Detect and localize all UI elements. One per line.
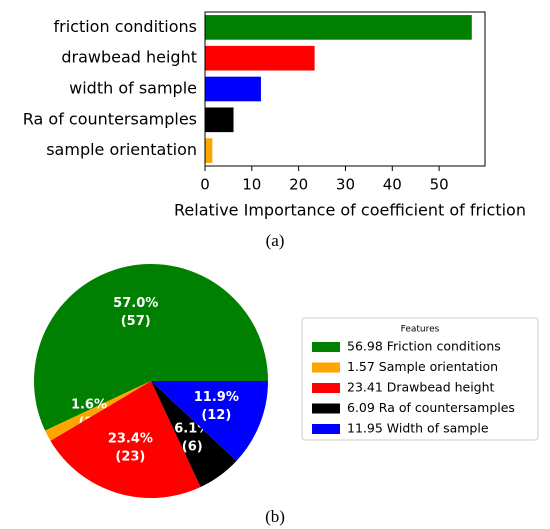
- data-label: 1.6%: [71, 397, 107, 412]
- pie-slice: [33, 264, 269, 431]
- x-axis-label: Relative Importance of coefficient of fr…: [174, 201, 526, 220]
- y-tick-label: Ra of countersamples: [23, 109, 197, 128]
- legend-label: 6.09 Ra of countersamples: [347, 400, 515, 415]
- y-tick-label: width of sample: [69, 79, 197, 98]
- pie-slice: [151, 381, 268, 461]
- data-label: (6): [182, 439, 203, 454]
- bar: [205, 138, 213, 163]
- legend-box: [301, 317, 539, 441]
- legend-label: 1.57 Sample orientation: [347, 359, 498, 374]
- x-tick-label: 50: [430, 176, 449, 194]
- bar: [205, 15, 472, 40]
- legend-swatch: [312, 342, 340, 352]
- data-label: (12): [201, 408, 231, 423]
- data-label: (23): [115, 450, 145, 465]
- x-tick-label: 30: [336, 176, 355, 194]
- data-label: 11.9%: [194, 390, 239, 405]
- legend-label: 11.95 Width of sample: [347, 421, 489, 436]
- legend-label: 23.41 Drawbead height: [347, 380, 495, 395]
- x-tick-label: 10: [242, 176, 261, 194]
- legend-swatch: [312, 362, 340, 373]
- plot-frame: [204, 11, 486, 167]
- y-tick-label: drawbead height: [61, 48, 197, 67]
- pie-slice: [50, 381, 201, 498]
- legend-swatch: [312, 383, 340, 393]
- pie-slice: [45, 381, 151, 441]
- bar: [205, 45, 315, 71]
- data-label: 23.4%: [108, 432, 153, 447]
- y-tick-label: friction conditions: [54, 17, 198, 36]
- data-label: (57): [121, 314, 151, 329]
- x-tick-label: 20: [289, 176, 308, 194]
- legend-label: 56.98 Friction conditions: [347, 339, 501, 354]
- legend-swatch: [312, 403, 340, 414]
- legend-title: Features: [401, 325, 440, 335]
- x-tick-label: 40: [383, 176, 402, 194]
- y-tick-label: sample orientation: [46, 140, 197, 159]
- caption: (b): [265, 507, 285, 526]
- x-tick-label: 0: [200, 176, 210, 194]
- legend-swatch: [312, 424, 340, 434]
- data-label: 57.0%: [113, 296, 158, 311]
- pie-slice: [151, 381, 237, 487]
- caption: (a): [266, 231, 285, 250]
- bar: [205, 76, 261, 102]
- bar: [205, 107, 234, 133]
